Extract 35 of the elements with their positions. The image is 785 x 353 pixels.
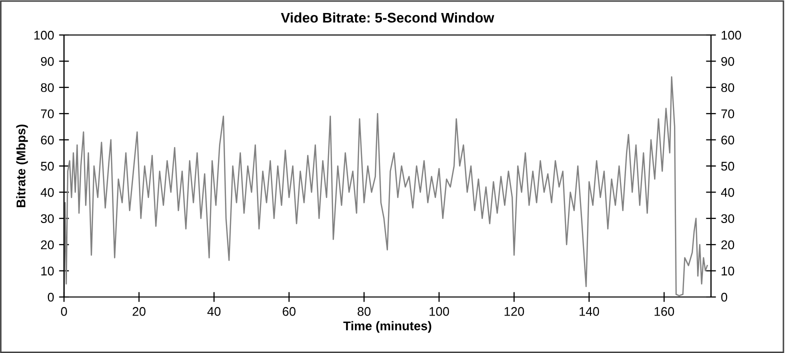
y2-tick-label: 90 bbox=[721, 57, 734, 66]
y2-tick-label: 50 bbox=[721, 162, 734, 171]
x-tick-label: 140 bbox=[580, 307, 600, 316]
y2-tick-label: 30 bbox=[721, 214, 734, 224]
y-tick-label: 60 bbox=[41, 136, 54, 144]
y-tick-label: 90 bbox=[40, 57, 54, 66]
y2-tick-label: 80 bbox=[721, 83, 734, 92]
line-series bbox=[64, 76, 708, 297]
y-tick-label: 80 bbox=[40, 83, 54, 92]
y2-tick-label: 20 bbox=[721, 240, 734, 250]
y-tick-label: 30 bbox=[40, 214, 54, 224]
y-tick-label: 0 bbox=[48, 292, 54, 302]
y-axis-title: Bitrate (Mbps) bbox=[16, 124, 28, 208]
x-tick-label: 40 bbox=[207, 307, 220, 316]
x-tick-label: 60 bbox=[282, 307, 296, 316]
y-tick-label: 40 bbox=[40, 188, 54, 197]
x-tick-label: 160 bbox=[654, 307, 674, 316]
y2-tick-label: 10 bbox=[722, 266, 734, 276]
y-tick-label: 70 bbox=[41, 109, 54, 118]
y-tick-label: 50 bbox=[40, 162, 54, 171]
y2-tick-label: 70 bbox=[721, 109, 734, 118]
x-tick-label: 120 bbox=[504, 307, 524, 316]
x-axis-title: Time (minutes) bbox=[343, 321, 432, 333]
chart-title: Video Bitrate: 5-Second Window bbox=[280, 12, 494, 23]
y2-tick-label: 60 bbox=[721, 136, 734, 144]
y-tick-label: 100 bbox=[34, 30, 54, 40]
y2-tick-label: 0 bbox=[721, 292, 728, 302]
y2-tick-label: 100 bbox=[722, 30, 742, 40]
x-tick-label: 80 bbox=[358, 307, 371, 316]
x-tick-label: 0 bbox=[61, 307, 67, 316]
x-tick-label: 100 bbox=[430, 307, 450, 316]
y2-tick-label: 40 bbox=[721, 188, 734, 197]
y-tick-label: 20 bbox=[41, 240, 54, 250]
x-tick-label: 20 bbox=[132, 307, 146, 316]
y-tick-label: 10 bbox=[41, 266, 54, 276]
